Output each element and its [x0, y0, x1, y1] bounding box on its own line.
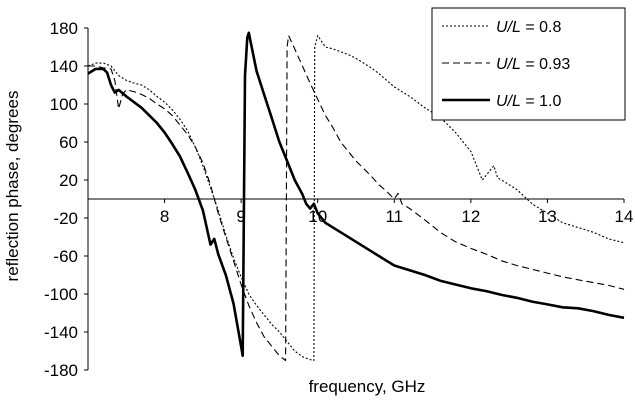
x-tick-label: 11 — [385, 207, 403, 226]
y-axis-label: reflection phase, degrees — [3, 91, 22, 282]
x-tick-label: 13 — [538, 207, 557, 226]
y-tick-label: -20 — [53, 209, 78, 228]
x-axis-label: frequency, GHz — [309, 377, 426, 396]
legend-label-1: U/L = 0.93 — [496, 56, 570, 73]
legend-label-suffix: = 0.8 — [521, 19, 562, 36]
legend-label-0: U/L = 0.8 — [496, 19, 561, 36]
x-tick-label: 12 — [461, 207, 480, 226]
y-tick-label: 180 — [50, 19, 78, 38]
legend-label-prefix: U/L — [496, 93, 521, 110]
legend-label-prefix: U/L — [496, 56, 521, 73]
y-tick-label: 100 — [50, 95, 78, 114]
x-tick-label: 10 — [308, 207, 327, 226]
axes-layer: 180 140 100 60 20 -20 -60 -100 -140 -180 8 9 10 11 12 1… — [44, 19, 633, 380]
y-tick-label: -180 — [44, 361, 78, 380]
y-tick-label: 140 — [50, 57, 78, 76]
y-tick-label: -140 — [44, 323, 78, 342]
legend-label-2: U/L = 1.0 — [496, 93, 561, 110]
series-layer — [87, 31, 625, 362]
legend: U/L = 0.8U/L = 0.93U/L = 1.0 — [431, 7, 626, 121]
legend-label-prefix: U/L — [496, 19, 521, 36]
x-tick-label: 14 — [615, 207, 634, 226]
legend-label-suffix: = 1.0 — [521, 93, 562, 110]
y-tick-label: 60 — [59, 133, 78, 152]
series-line-1 — [88, 35, 625, 362]
y-tick-label: -60 — [53, 247, 78, 266]
y-tick-label: 20 — [59, 171, 78, 190]
x-tick-label: 8 — [160, 207, 169, 226]
y-tick-label: -100 — [44, 285, 78, 304]
legend-label-suffix: = 0.93 — [521, 56, 570, 73]
series-line-2 — [87, 31, 625, 358]
legend-box — [431, 7, 626, 121]
series-line-0 — [87, 35, 625, 362]
x-tick-label: 9 — [236, 207, 245, 226]
